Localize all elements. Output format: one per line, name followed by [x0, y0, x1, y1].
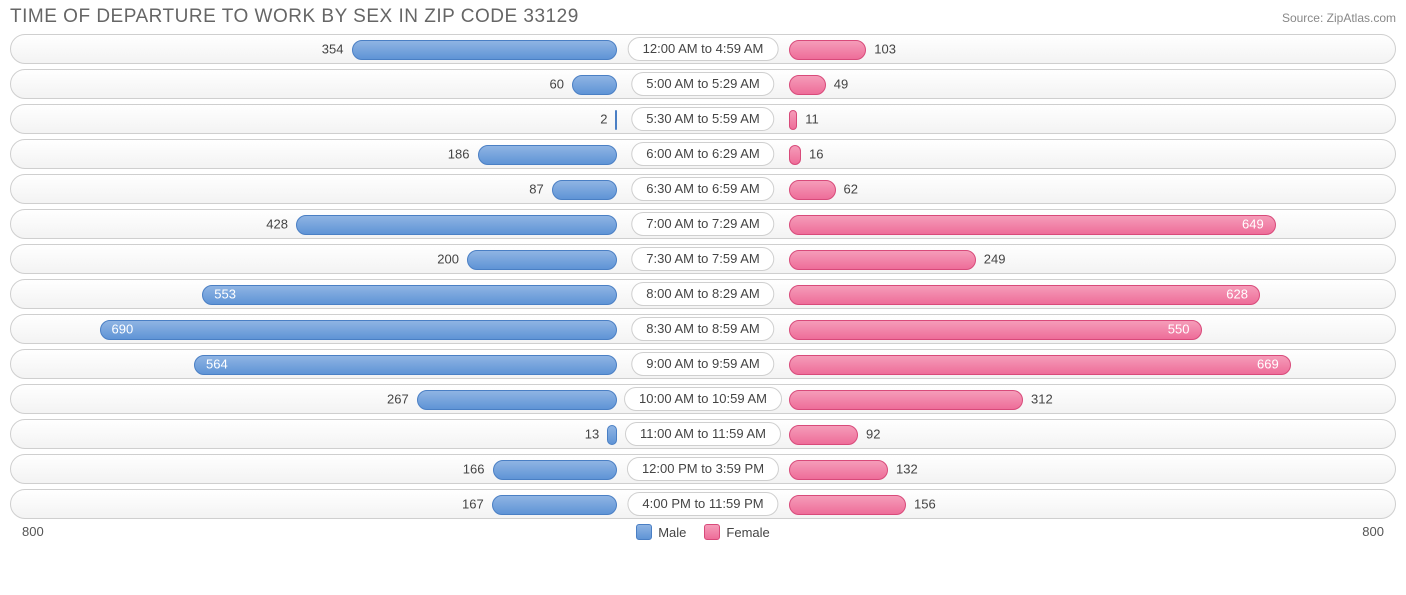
legend-female-label: Female [726, 525, 769, 540]
chart-footer: 800 Male Female 800 [10, 524, 1396, 540]
female-bar [789, 460, 888, 480]
female-value: 649 [1242, 217, 1264, 232]
time-range-label: 4:00 PM to 11:59 PM [627, 492, 778, 516]
chart-row: 6:30 AM to 6:59 AM 87 62 [10, 174, 1396, 204]
legend-male-label: Male [658, 525, 686, 540]
legend-male: Male [636, 524, 686, 540]
chart-row: 11:00 AM to 11:59 AM 13 92 [10, 419, 1396, 449]
male-bar [572, 75, 617, 95]
male-bar [607, 425, 617, 445]
male-value: 167 [462, 497, 484, 512]
male-value: 690 [112, 322, 134, 337]
male-value: 60 [550, 77, 564, 92]
male-value: 553 [214, 287, 236, 302]
male-value: 267 [387, 392, 409, 407]
female-value: 669 [1257, 357, 1279, 372]
time-range-label: 10:00 AM to 10:59 AM [624, 387, 782, 411]
chart-row: 5:30 AM to 5:59 AM 2 11 [10, 104, 1396, 134]
female-swatch-icon [704, 524, 720, 540]
male-value: 354 [322, 42, 344, 57]
female-value: 62 [844, 182, 858, 197]
female-value: 628 [1226, 287, 1248, 302]
male-value: 186 [448, 147, 470, 162]
male-value: 2 [600, 112, 607, 127]
male-bar [100, 320, 618, 340]
time-range-label: 5:00 AM to 5:29 AM [631, 72, 774, 96]
chart-row: 7:00 AM to 7:29 AM 428 649 [10, 209, 1396, 239]
female-value: 132 [896, 462, 918, 477]
male-bar [467, 250, 617, 270]
female-bar [789, 75, 826, 95]
female-value: 49 [834, 77, 848, 92]
male-bar [417, 390, 617, 410]
female-value: 312 [1031, 392, 1053, 407]
male-bar [493, 460, 618, 480]
female-value: 156 [914, 497, 936, 512]
female-bar [789, 215, 1276, 235]
female-value: 103 [874, 42, 896, 57]
female-bar [789, 145, 801, 165]
female-bar [789, 425, 858, 445]
chart-row: 6:00 AM to 6:29 AM 186 16 [10, 139, 1396, 169]
male-value: 564 [206, 357, 228, 372]
male-bar [552, 180, 617, 200]
chart-row: 4:00 PM to 11:59 PM 167 156 [10, 489, 1396, 519]
male-bar [194, 355, 617, 375]
male-bar [202, 285, 617, 305]
chart-row: 10:00 AM to 10:59 AM 267 312 [10, 384, 1396, 414]
time-range-label: 7:30 AM to 7:59 AM [631, 247, 774, 271]
chart-row: 8:00 AM to 8:29 AM 553 628 [10, 279, 1396, 309]
male-value: 200 [437, 252, 459, 267]
female-bar [789, 40, 866, 60]
axis-max-right: 800 [1362, 524, 1384, 539]
diverging-bar-chart: 12:00 AM to 4:59 AM 354 103 5:00 AM to 5:29… [10, 34, 1396, 519]
time-range-label: 5:30 AM to 5:59 AM [631, 107, 774, 131]
female-bar [789, 320, 1202, 340]
source-attribution: Source: ZipAtlas.com [1282, 11, 1396, 25]
time-range-label: 9:00 AM to 9:59 AM [631, 352, 774, 376]
female-bar [789, 180, 836, 200]
chart-row: 7:30 AM to 7:59 AM 200 249 [10, 244, 1396, 274]
male-value: 428 [266, 217, 288, 232]
female-value: 16 [809, 147, 823, 162]
female-value: 249 [984, 252, 1006, 267]
chart-row: 12:00 AM to 4:59 AM 354 103 [10, 34, 1396, 64]
male-bar [296, 215, 617, 235]
male-value: 87 [529, 182, 543, 197]
female-value: 92 [866, 427, 880, 442]
female-bar [789, 355, 1291, 375]
time-range-label: 11:00 AM to 11:59 AM [625, 422, 781, 446]
time-range-label: 8:30 AM to 8:59 AM [631, 317, 774, 341]
time-range-label: 12:00 PM to 3:59 PM [627, 457, 779, 481]
male-bar [492, 495, 617, 515]
male-swatch-icon [636, 524, 652, 540]
female-bar [789, 495, 906, 515]
axis-max-left: 800 [22, 524, 44, 539]
chart-row: 8:30 AM to 8:59 AM 690 550 [10, 314, 1396, 344]
time-range-label: 7:00 AM to 7:29 AM [631, 212, 774, 236]
female-bar [789, 285, 1260, 305]
chart-row: 12:00 PM to 3:59 PM 166 132 [10, 454, 1396, 484]
legend-female: Female [704, 524, 769, 540]
time-range-label: 6:30 AM to 6:59 AM [631, 177, 774, 201]
chart-row: 9:00 AM to 9:59 AM 564 669 [10, 349, 1396, 379]
chart-title: TIME OF DEPARTURE TO WORK BY SEX IN ZIP … [10, 6, 579, 28]
chart-row: 5:00 AM to 5:29 AM 60 49 [10, 69, 1396, 99]
time-range-label: 6:00 AM to 6:29 AM [631, 142, 774, 166]
male-value: 166 [463, 462, 485, 477]
male-value: 13 [585, 427, 599, 442]
female-bar [789, 250, 976, 270]
female-bar [789, 110, 797, 130]
male-bar [352, 40, 618, 60]
female-value: 11 [805, 112, 819, 127]
female-bar [789, 390, 1023, 410]
time-range-label: 8:00 AM to 8:29 AM [631, 282, 774, 306]
male-bar [615, 110, 617, 130]
female-value: 550 [1168, 322, 1190, 337]
time-range-label: 12:00 AM to 4:59 AM [628, 37, 779, 61]
male-bar [478, 145, 618, 165]
